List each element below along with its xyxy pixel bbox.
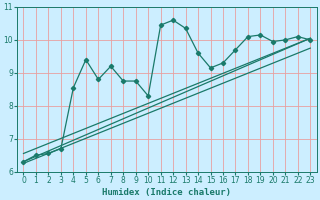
X-axis label: Humidex (Indice chaleur): Humidex (Indice chaleur) [102, 188, 231, 197]
